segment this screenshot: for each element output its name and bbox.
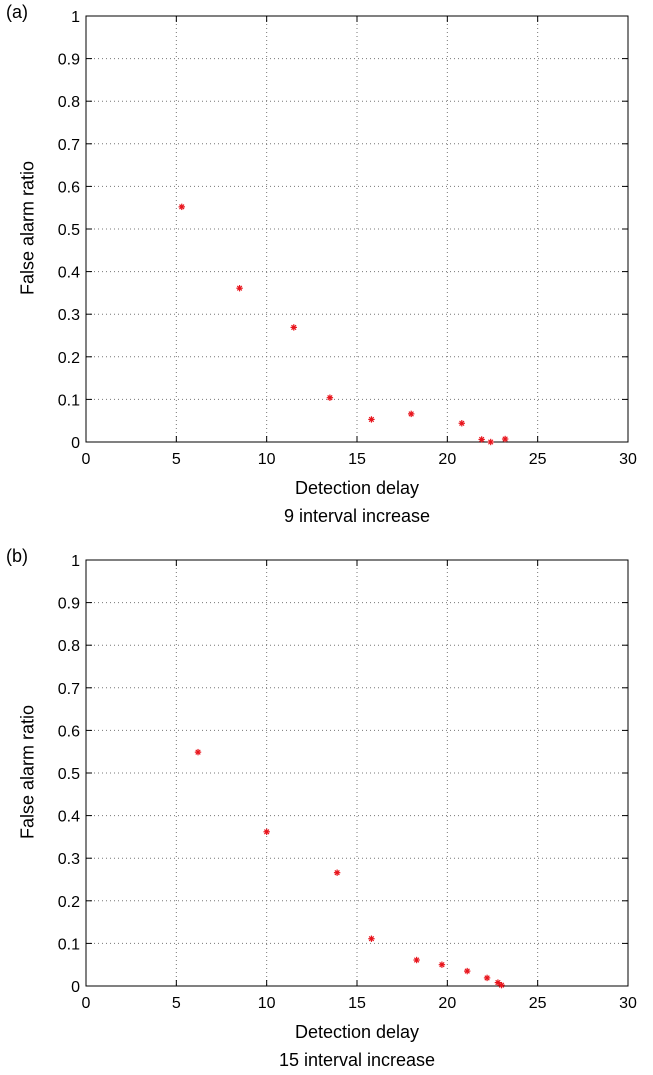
y-tick-label: 0.1 (58, 936, 80, 953)
data-point (326, 394, 334, 401)
data-point (368, 416, 375, 423)
x-tick-label: 10 (258, 995, 276, 1012)
y-tick-label: 0.7 (58, 681, 80, 698)
panel-label: (b) (6, 546, 28, 566)
data-point (487, 438, 494, 446)
y-tick-label: 0.9 (58, 52, 80, 69)
x-tick-label: 20 (438, 995, 456, 1012)
x-tick-label: 15 (348, 451, 366, 468)
x-tick-label: 25 (529, 995, 547, 1012)
y-axis-label: False alarm ratio (17, 704, 38, 840)
data-point (483, 974, 491, 982)
chart-svg-b: 0 5 10 15 20 25 30 0 0.1 0.2 0.3 0.4 0.5 0.6 0.7 0.8 0.9… (58, 553, 637, 1012)
y-tick-label: 0.5 (58, 766, 80, 783)
y-tick-label: 0 (71, 979, 80, 996)
x-tick-label: 25 (529, 451, 547, 468)
data-point (408, 410, 415, 418)
data-point (333, 869, 341, 876)
y-tick-label: 0.6 (58, 179, 80, 196)
chart-panel-a: 0 5 10 15 20 25 30 0 0.1 0.2 0.3 0.4 0.5 0.6 0.7 0.8 0.9… (0, 0, 653, 530)
y-tick-label: 0.1 (58, 392, 80, 409)
y-tick-label: 1 (71, 9, 80, 26)
y-tick-label: 0.2 (58, 350, 80, 367)
chart-subtitle: 9 interval increase (283, 506, 431, 526)
x-tick-label: 30 (619, 451, 637, 468)
data-point (178, 203, 185, 211)
data-point (501, 435, 509, 443)
panel-label: (a) (6, 2, 28, 22)
y-tick-label: 0.8 (58, 638, 80, 655)
x-tick-label: 30 (619, 995, 637, 1012)
y-tick-label: 0.9 (58, 596, 80, 613)
x-tick-label: 10 (258, 451, 276, 468)
chart-panel-b: 0 5 10 15 20 25 30 0 0.1 0.2 0.3 0.4 0.5 0.6 0.7 0.8 0.9… (0, 544, 653, 1074)
data-point (236, 285, 243, 292)
y-tick-label: 0.3 (58, 307, 80, 324)
chart-subtitle: 15 interval increase (278, 1050, 436, 1070)
y-tick-label: 0.4 (58, 809, 80, 826)
x-tick-label: 5 (172, 451, 181, 468)
x-axis-label: Detection delay (294, 478, 420, 498)
x-tick-label: 5 (172, 995, 181, 1012)
x-tick-label: 0 (82, 995, 91, 1012)
data-point (498, 981, 505, 989)
x-tick-label: 15 (348, 995, 366, 1012)
data-point (413, 956, 420, 964)
x-axis-label: Detection delay (294, 1022, 420, 1042)
y-tick-label: 1 (71, 553, 80, 570)
data-point (478, 436, 485, 443)
y-tick-label: 0.7 (58, 137, 80, 154)
y-axis-label: False alarm ratio (17, 160, 38, 296)
y-tick-label: 0.8 (58, 94, 80, 111)
y-tick-label: 0.4 (58, 265, 80, 282)
data-point (438, 961, 446, 968)
x-tick-label: 20 (438, 451, 456, 468)
data-point (464, 967, 471, 975)
data-point (494, 979, 502, 986)
y-tick-label: 0.6 (58, 723, 80, 740)
data-point (368, 935, 375, 942)
y-tick-label: 0 (71, 435, 80, 452)
y-tick-label: 0.2 (58, 894, 80, 911)
y-tick-label: 0.5 (58, 222, 80, 239)
chart-svg-a: 0 5 10 15 20 25 30 0 0.1 0.2 0.3 0.4 0.5 0.6 0.7 0.8 0.9… (58, 9, 637, 468)
x-tick-label: 0 (82, 451, 91, 468)
data-point (263, 828, 270, 835)
data-point (290, 324, 297, 331)
data-point (458, 420, 465, 427)
y-tick-label: 0.3 (58, 851, 80, 868)
data-point (194, 748, 202, 756)
